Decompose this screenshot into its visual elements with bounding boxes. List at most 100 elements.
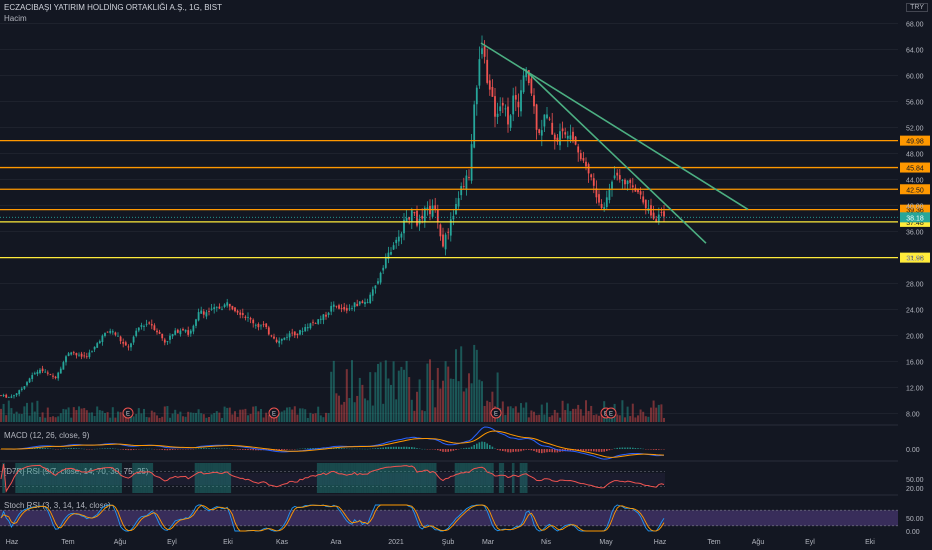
volume-bar <box>639 409 642 422</box>
macd-histogram-bar <box>587 449 590 452</box>
rsi-overbought-band <box>389 463 393 493</box>
macd-histogram-bar <box>169 449 171 451</box>
candle-body <box>189 330 192 334</box>
level-price-label: 45.84 <box>906 166 924 173</box>
macd-histogram-bar <box>533 449 535 451</box>
rsi-overbought-band <box>88 463 91 493</box>
volume-bar <box>408 377 411 422</box>
candle-body <box>533 95 535 107</box>
volume-bar <box>41 412 44 422</box>
level-price-label: 37.48 <box>906 220 924 227</box>
earnings-marker-label: E <box>609 412 613 418</box>
candle-body <box>548 118 551 120</box>
volume-bar <box>10 408 13 422</box>
candle-body <box>46 372 49 374</box>
level-price-badge <box>900 135 930 146</box>
candle-body <box>31 375 34 379</box>
macd-histogram-bar <box>504 449 507 452</box>
macd-histogram-bar <box>104 448 106 449</box>
candle-body <box>624 179 626 185</box>
volume-bar <box>462 391 465 422</box>
rsi-overbought-band <box>433 463 437 493</box>
macd-histogram-bar <box>486 443 488 449</box>
volume-bar <box>660 404 663 422</box>
rsi-overbought-band <box>392 463 395 493</box>
volume-bar <box>572 408 574 422</box>
macd-histogram-bar <box>507 449 509 453</box>
rsi-overbought-band <box>340 463 343 493</box>
macd-histogram-bar <box>130 449 132 451</box>
volume-bar <box>2 403 5 422</box>
volume-bar <box>442 380 444 422</box>
volume-bar <box>28 415 31 422</box>
volume-bar <box>62 408 65 422</box>
macd-histogram-bar <box>252 449 254 451</box>
y-tick-label: 40.00 <box>906 204 924 211</box>
rsi-overbought-band <box>207 463 211 493</box>
macd-histogram-bar <box>158 449 161 450</box>
macd-histogram-bar <box>525 449 527 450</box>
macd-histogram-bar <box>112 448 114 449</box>
rsi-overbought-band <box>368 463 372 493</box>
volume-bar <box>566 403 569 422</box>
volume-bar <box>530 410 533 422</box>
candle-body <box>535 104 538 130</box>
macd-histogram-bar <box>239 449 241 450</box>
candle-body <box>148 322 151 324</box>
candle-body <box>39 369 41 374</box>
volume-bar <box>514 406 517 422</box>
macd-histogram-bar <box>473 444 475 449</box>
candle-body <box>444 234 447 250</box>
candle-body <box>538 129 541 133</box>
rsi-overbought-band <box>142 463 146 493</box>
volume-bar <box>413 410 416 422</box>
volume-bar <box>239 409 242 422</box>
candle-body <box>358 301 361 305</box>
last-price-label: 38.18 <box>906 215 924 222</box>
candle-body <box>163 339 166 343</box>
volume-bar <box>137 408 140 422</box>
volume-bar <box>15 411 18 422</box>
volume-bar <box>579 409 582 422</box>
macd-histogram-bar <box>67 448 70 449</box>
macd-histogram-bar <box>582 449 585 451</box>
rsi-overbought-band <box>80 463 83 493</box>
candle-body <box>28 378 31 383</box>
candle-body <box>70 352 73 355</box>
macd-histogram-bar <box>637 448 639 449</box>
rsi-overbought-band <box>54 463 57 493</box>
x-tick-label: 2021 <box>388 539 404 546</box>
volume-bar <box>145 416 148 422</box>
rsi-overbought-band <box>43 463 47 493</box>
candle-body <box>158 331 161 334</box>
candle-body <box>374 285 377 289</box>
candle-body <box>18 390 21 395</box>
level-price-label: 31.98 <box>906 256 924 263</box>
volume-bar <box>114 417 117 422</box>
rsi-overbought-band <box>98 463 102 493</box>
volume-bar <box>379 362 382 422</box>
volume-bar <box>184 416 187 422</box>
rsi-overbought-band <box>28 463 31 493</box>
volume-bar <box>301 408 304 422</box>
rsi-overbought-band <box>72 463 76 493</box>
currency-badge[interactable]: TRY <box>906 3 928 12</box>
candle-body <box>496 113 499 117</box>
macd-histogram-bar <box>546 449 548 453</box>
volume-bar <box>293 406 296 422</box>
volume-bar <box>629 416 632 422</box>
rsi-overbought-band <box>41 463 44 493</box>
volume-bar <box>252 406 255 422</box>
rsi-overbought-band <box>140 463 143 493</box>
volume-bar <box>166 406 169 422</box>
volume-bar <box>644 416 647 422</box>
macd-histogram-bar <box>218 448 221 449</box>
volume-bar <box>57 416 60 422</box>
rsi-overbought-band <box>150 463 154 493</box>
candle-body <box>2 395 5 397</box>
candle-body <box>179 330 182 335</box>
candle-body <box>577 146 580 153</box>
candle-body <box>530 78 533 94</box>
macd-histogram-bar <box>476 443 478 449</box>
